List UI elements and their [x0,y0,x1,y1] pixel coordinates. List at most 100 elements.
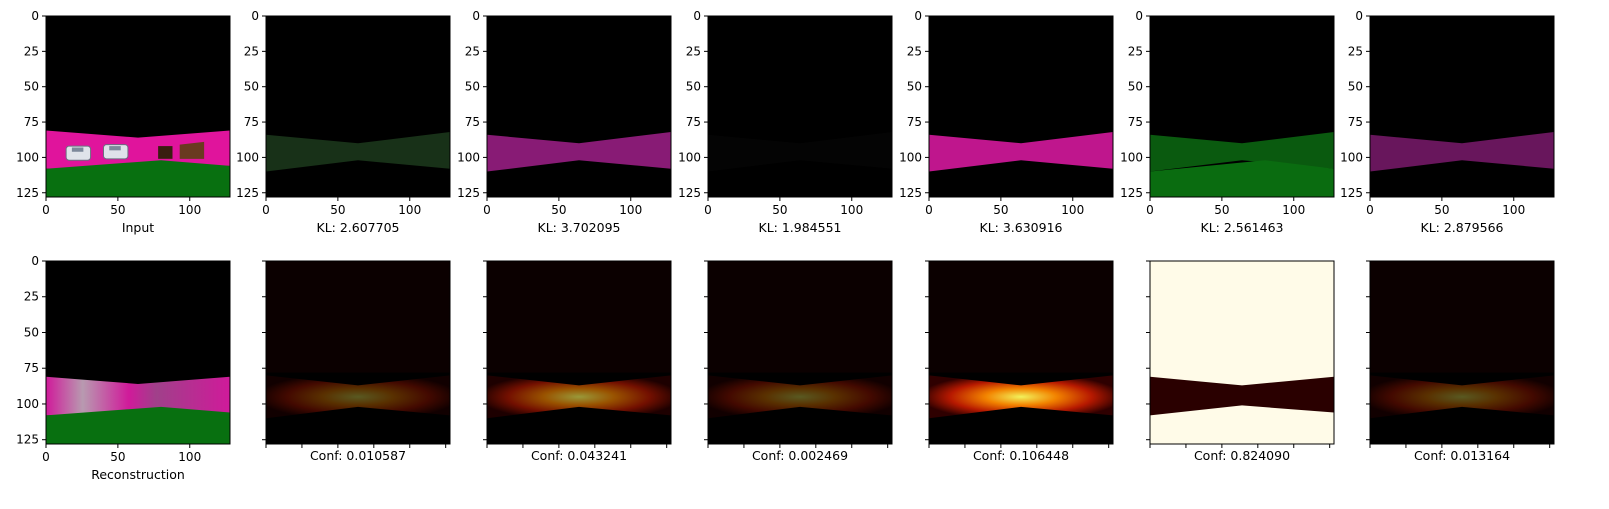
low-confidence-region [1370,261,1554,373]
image-background [487,16,671,197]
panel-bottom-4: Conf: 0.002469 [704,260,893,463]
y-tick-label: 125 [899,186,922,200]
car-window-2 [109,146,121,151]
y-tick-label: 100 [236,150,259,164]
y-tick-label: 25 [24,290,39,304]
y-tick-label: 75 [465,115,480,129]
x-tick-label: 50 [110,203,125,217]
x-tick-label: 50 [993,203,1008,217]
y-tick-label: 50 [686,80,701,94]
panel-frame [928,15,1114,198]
y-tick-label: 50 [1128,80,1143,94]
y-tick-label: 25 [244,44,259,58]
x-tick-label: 50 [1434,203,1449,217]
panel-label: Conf: 0.010587 [310,448,406,463]
y-tick-label: 0 [693,9,701,23]
panel-bottom-7: Conf: 0.013164 [1366,260,1555,463]
y-tick-label: 25 [907,44,922,58]
y-tick-label: 100 [16,150,39,164]
x-tick-label: 100 [1061,203,1084,217]
high-confidence-region [1150,261,1334,444]
grass-region [46,406,230,444]
y-tick-label: 100 [16,397,39,411]
grass-region [1150,160,1334,197]
panel-frame [1369,260,1555,445]
low-confidence-region [708,261,892,373]
panel-frame [1149,260,1335,445]
y-tick-label: 100 [1120,150,1143,164]
car-window-1 [71,147,84,152]
panel-label: Conf: 0.013164 [1414,448,1510,463]
x-tick-label: 100 [178,203,201,217]
x-tick-label: 0 [483,203,491,217]
panel-label: Conf: 0.043241 [531,448,627,463]
box-1 [158,146,173,159]
y-tick-label: 75 [1348,115,1363,129]
y-tick-label: 0 [251,9,259,23]
panel-frame [45,15,231,198]
y-tick-label: 50 [244,80,259,94]
x-tick-label: 100 [619,203,642,217]
y-tick-label: 25 [465,44,480,58]
panel-frame [707,260,893,445]
road-region [46,376,230,416]
panel-frame [707,15,893,198]
panel-label: KL: 1.984551 [759,220,842,235]
panel-label: KL: 3.630916 [980,220,1063,235]
y-tick-label: 0 [31,254,39,268]
y-tick-label: 25 [24,44,39,58]
y-tick-label: 75 [244,115,259,129]
x-tick-label: 50 [110,450,125,464]
x-tick-label: 50 [772,203,787,217]
y-tick-label: 25 [1348,44,1363,58]
x-tick-label: 100 [1282,203,1305,217]
y-tick-label: 50 [1348,80,1363,94]
slot-region [929,131,1113,172]
x-tick-label: 0 [262,203,270,217]
y-tick-label: 125 [457,186,480,200]
panel-frame [1149,15,1335,198]
x-tick-label: 100 [1502,203,1525,217]
y-tick-label: 100 [457,150,480,164]
panel-label: KL: 2.561463 [1201,220,1284,235]
panel-bottom-5: Conf: 0.106448 [925,260,1114,463]
image-background [1370,16,1554,197]
confidence-band [929,375,1113,419]
image-background [708,16,892,197]
panel-label: Reconstruction [91,467,185,482]
x-tick-label: 50 [551,203,566,217]
grass-region [46,160,230,197]
y-tick-label: 50 [465,80,480,94]
y-tick-label: 75 [907,115,922,129]
y-tick-label: 75 [686,115,701,129]
low-confidence-region [266,261,450,373]
panel-label: Conf: 0.824090 [1194,448,1290,463]
x-tick-label: 0 [42,203,50,217]
y-tick-label: 125 [1120,186,1143,200]
image-background [929,16,1113,197]
panel-frame [265,260,451,445]
slot-region [266,131,450,172]
confidence-band [266,375,450,419]
y-tick-label: 125 [16,186,39,200]
x-tick-label: 0 [1146,203,1154,217]
y-tick-label: 75 [24,115,39,129]
y-tick-label: 125 [678,186,701,200]
y-tick-label: 25 [1128,44,1143,58]
x-tick-label: 0 [42,450,50,464]
panel-bottom-3: Conf: 0.043241 [483,260,672,463]
image-background [266,16,450,197]
low-confidence-region [929,261,1113,373]
panel-label: KL: 2.607705 [317,220,400,235]
slot-region [487,131,671,172]
x-tick-label: 0 [704,203,712,217]
y-tick-label: 50 [907,80,922,94]
panel-label: Input [122,220,154,235]
